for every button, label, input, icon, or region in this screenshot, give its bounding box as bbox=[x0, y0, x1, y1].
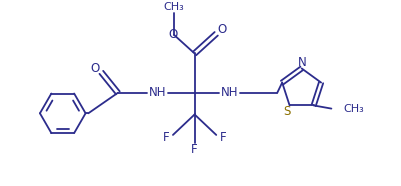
Text: NH: NH bbox=[221, 86, 239, 99]
Text: N: N bbox=[298, 56, 306, 69]
Text: O: O bbox=[168, 28, 177, 41]
Text: O: O bbox=[90, 62, 100, 75]
Text: F: F bbox=[220, 131, 226, 144]
Text: S: S bbox=[283, 105, 291, 118]
Text: F: F bbox=[191, 143, 198, 156]
Text: CH₃: CH₃ bbox=[343, 104, 364, 114]
Text: O: O bbox=[217, 23, 227, 36]
Text: F: F bbox=[163, 131, 170, 144]
Text: CH₃: CH₃ bbox=[164, 2, 184, 12]
Text: NH: NH bbox=[148, 86, 166, 99]
